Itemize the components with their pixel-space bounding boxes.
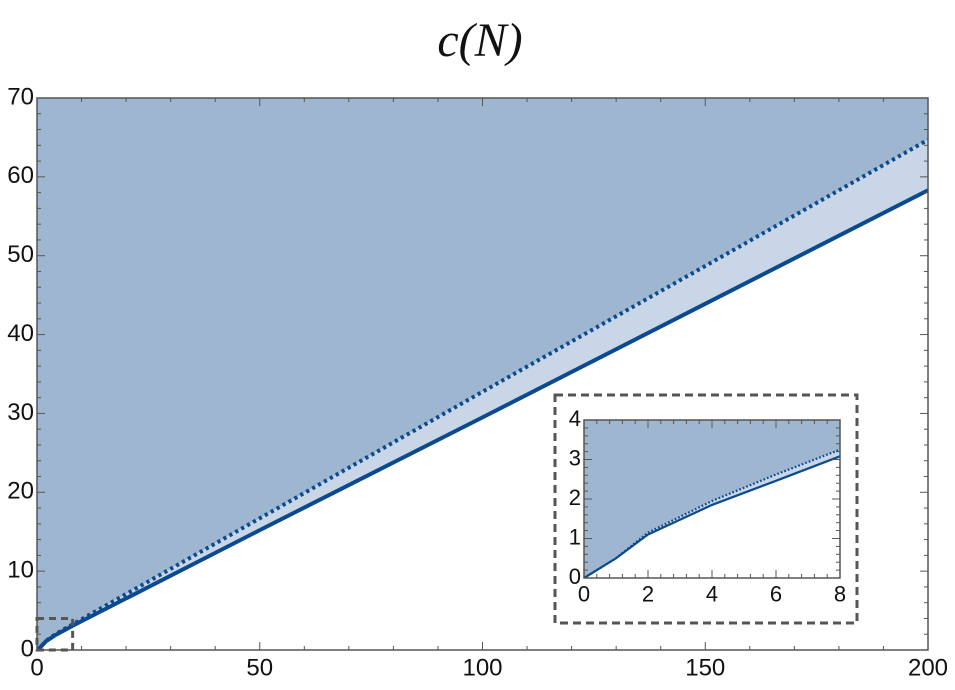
zoom-region <box>35 616 75 652</box>
y-tick-label: 4 <box>569 406 581 431</box>
x-tick-label: 0 <box>578 581 590 606</box>
x-tick-label: 0 <box>30 655 43 682</box>
y-tick-label: 50 <box>7 241 34 268</box>
series-line <box>37 138 928 650</box>
region-above <box>37 98 928 650</box>
region-above <box>584 420 840 578</box>
y-tick-label: 2 <box>569 485 581 510</box>
region-between <box>584 449 840 578</box>
plot-area <box>37 98 928 650</box>
x-tick-label: 2 <box>642 581 654 606</box>
y-tick-label: 40 <box>7 320 34 347</box>
x-tick-label: 200 <box>908 655 948 682</box>
y-tick-label: 3 <box>569 445 581 470</box>
x-tick-label: 150 <box>685 655 725 682</box>
x-tick-label: 8 <box>834 581 846 606</box>
y-tick-label: 30 <box>7 399 34 426</box>
x-tick-label: 50 <box>246 655 273 682</box>
x-tick-label: 100 <box>462 655 502 682</box>
plot-area <box>584 420 840 578</box>
x-tick-label: 6 <box>770 581 782 606</box>
y-tick-label: 70 <box>7 83 34 110</box>
chart-title: c(N) <box>437 14 522 67</box>
y-tick-label: 20 <box>7 478 34 505</box>
y-tick-label: 0 <box>569 564 581 589</box>
y-tick-label: 1 <box>569 524 581 549</box>
y-tick-label: 0 <box>21 635 34 662</box>
inset-plot: 0 2 4 6 8 0 1 2 3 4 <box>569 406 846 607</box>
y-tick-label: 10 <box>7 556 34 583</box>
x-tick-label: 4 <box>706 581 718 606</box>
y-tick-label: 60 <box>7 162 34 189</box>
